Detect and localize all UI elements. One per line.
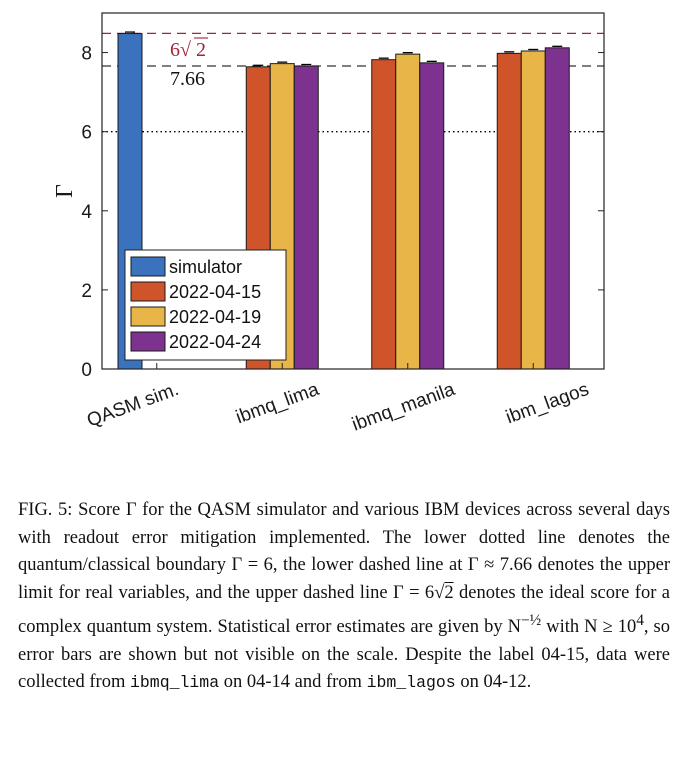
legend-swatch <box>130 306 166 327</box>
bar-2022-04-15 <box>371 59 397 370</box>
y-tick-label: 4 <box>81 202 92 223</box>
annotation-ideal-radicand: 2 <box>196 39 206 61</box>
caption-device-2: ibm_lagos <box>366 673 456 693</box>
legend-swatch <box>130 281 166 302</box>
x-tick-label: QASM sim. <box>84 379 181 432</box>
legend-swatch <box>130 331 166 352</box>
legend-label: 2022-04-15 <box>169 282 261 302</box>
caption-exponent-2: 4 <box>636 612 644 629</box>
caption-text-1: FIG. 5: Score Γ for the QASM simulator a… <box>18 500 670 603</box>
legend-label: 2022-04-24 <box>169 332 261 352</box>
legend-swatch <box>130 256 166 277</box>
caption-text-4: , so error bars are shown but not visibl… <box>18 617 671 693</box>
y-tick-label: 0 <box>81 360 92 381</box>
x-tick-label: ibmq_lima <box>233 379 322 428</box>
bar-chart: 0 2 4 6 8 Γ QASM sim. ibmq_lima ibmq_manila ibm_l… <box>52 12 605 436</box>
caption-exponent: −½ <box>520 612 542 629</box>
caption-sqrt-arg: 2 <box>444 582 454 603</box>
y-tick-label: 2 <box>81 281 92 302</box>
figure-caption: FIG. 5: Score Γ for the QASM simulator a… <box>18 497 670 697</box>
caption-sqrt-symbol: √ <box>434 582 445 603</box>
x-tick-label: ibm_lagos <box>503 379 592 428</box>
legend-label: 2022-04-19 <box>169 307 261 327</box>
y-tick-label: 6 <box>81 123 92 144</box>
bar-2022-04-24 <box>419 62 445 370</box>
bar-2022-04-24 <box>544 47 570 370</box>
legend-label: simulator <box>169 257 242 277</box>
y-axis-label: Γ <box>52 184 78 198</box>
caption-device-1: ibmq_lima <box>129 673 220 693</box>
caption-text-5: on 04-14 and from <box>219 672 367 693</box>
legend: simulator 2022-04-15 2022-04-19 2022-04-24 <box>124 249 287 361</box>
bar-2022-04-19 <box>395 53 421 370</box>
annotation-real-limit: 7.66 <box>170 68 205 90</box>
bar-2022-04-24 <box>293 65 319 370</box>
caption-text-3: with N ≥ 10 <box>541 617 637 638</box>
plot-frame <box>101 12 605 370</box>
annotation-ideal-score: 6√ <box>170 39 191 61</box>
x-tick-label: ibmq_manila <box>349 379 458 436</box>
bar-2022-04-19 <box>520 50 546 370</box>
bar-2022-04-15 <box>496 52 522 370</box>
caption-text-6: on 04-12. <box>455 672 532 693</box>
y-tick-label: 8 <box>81 44 92 65</box>
caption-text-2: denotes the ideal score for a complex qu… <box>18 582 670 638</box>
